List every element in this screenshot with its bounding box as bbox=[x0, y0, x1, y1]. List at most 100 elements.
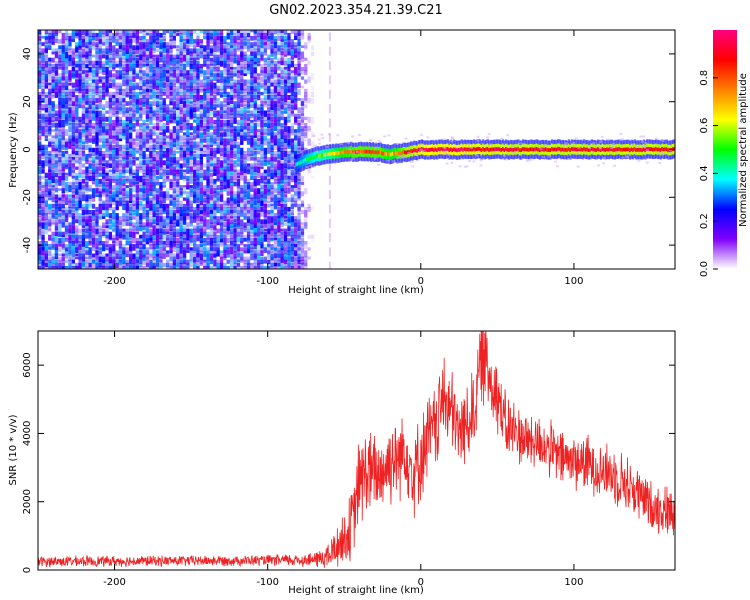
spectrogram-cell bbox=[176, 175, 180, 184]
spectrogram-cell bbox=[139, 48, 143, 56]
spectrogram-cell bbox=[176, 185, 180, 188]
spectrogram-cell bbox=[283, 82, 288, 87]
spectrogram-cell bbox=[105, 144, 109, 149]
spectrogram-cell bbox=[206, 63, 210, 69]
spectrogram-cell bbox=[240, 234, 244, 242]
spectrogram-cell bbox=[139, 36, 143, 41]
spectrogram-cell bbox=[250, 51, 254, 56]
spectrogram-cell bbox=[48, 107, 52, 111]
spectrogram-cell bbox=[179, 262, 183, 269]
spectrogram-cell bbox=[81, 141, 86, 145]
spectrogram-cell bbox=[48, 36, 52, 43]
spectrogram-cell bbox=[230, 126, 234, 134]
spectrogram-cell bbox=[189, 32, 193, 39]
spectrogram-cell bbox=[189, 70, 193, 76]
spectrogram-cell bbox=[172, 113, 176, 120]
spectrogram-cell bbox=[139, 225, 143, 231]
spectrogram-cell bbox=[179, 213, 183, 221]
spectrogram-cell bbox=[64, 206, 69, 215]
spectrogram-cell bbox=[68, 247, 72, 255]
spectrogram-cell bbox=[270, 250, 274, 253]
spectrogram-cell bbox=[125, 101, 129, 106]
spectrogram-cell bbox=[246, 231, 251, 236]
spectrogram-cell bbox=[186, 36, 190, 41]
spectrogram-cell bbox=[213, 45, 217, 52]
spectrogram-cell bbox=[267, 126, 271, 132]
spectrogram-cell bbox=[132, 203, 136, 207]
spectrogram-cell bbox=[91, 129, 96, 135]
spectrogram-cell bbox=[193, 157, 197, 165]
spectrogram-cell bbox=[270, 200, 274, 205]
spectrogram-cell bbox=[243, 203, 247, 209]
spectrogram-cell bbox=[41, 175, 45, 180]
spectrogram-cell bbox=[48, 197, 52, 201]
spectrogram-cell bbox=[64, 244, 69, 249]
spectrogram-cell bbox=[159, 79, 163, 87]
spectrogram-cell bbox=[169, 210, 173, 217]
spectrogram-cell bbox=[162, 210, 166, 215]
spectrogram-cell bbox=[196, 119, 200, 126]
spectrogram-cell bbox=[112, 119, 116, 128]
spectrogram-cell bbox=[149, 116, 153, 120]
spectrogram-cell bbox=[206, 95, 210, 101]
spectrogram-cell bbox=[270, 45, 274, 53]
spectrogram-cell bbox=[267, 144, 271, 149]
spectrogram-cell bbox=[283, 163, 288, 168]
spectrogram-cell bbox=[199, 241, 203, 247]
spectrogram-cell bbox=[91, 30, 96, 33]
spectrogram-cell bbox=[253, 129, 257, 136]
spectrogram-cell bbox=[105, 138, 109, 144]
spectrogram-cell bbox=[152, 147, 156, 152]
spectrogram-cell bbox=[169, 250, 173, 254]
spectrogram-cell bbox=[108, 191, 112, 195]
spectrogram-cell bbox=[219, 30, 224, 35]
spectrogram-cell bbox=[260, 234, 264, 243]
spectrogram-cell bbox=[243, 132, 247, 139]
spectrogram-cell bbox=[85, 178, 89, 186]
spectrogram-cell bbox=[115, 32, 119, 37]
spectrogram-cell bbox=[233, 32, 237, 37]
spectrogram-cell bbox=[162, 219, 166, 227]
spectrogram-cell bbox=[253, 203, 257, 211]
spectrogram-cell bbox=[71, 119, 75, 126]
spectrogram-cell bbox=[246, 132, 251, 137]
spectrogram-cell bbox=[85, 30, 89, 36]
spectrogram-cell bbox=[88, 95, 92, 100]
spectrogram-cell bbox=[283, 250, 288, 255]
spectrogram-cell bbox=[219, 219, 224, 226]
spectrogram-cell bbox=[115, 191, 119, 197]
spectrogram-cell bbox=[81, 191, 86, 198]
spectrogram-cell bbox=[91, 32, 96, 38]
spectrogram-cell bbox=[132, 36, 136, 43]
spectrogram-cell bbox=[51, 169, 55, 176]
spectrogram-cell bbox=[129, 76, 133, 82]
spectrogram-cell bbox=[230, 107, 234, 112]
spectrogram-cell bbox=[253, 175, 257, 184]
spectrogram-cell bbox=[226, 244, 230, 250]
spectrogram-cell bbox=[179, 60, 183, 67]
spectrogram-cell bbox=[193, 250, 197, 254]
spectrogram-cell bbox=[196, 172, 200, 180]
spectrogram-cell bbox=[91, 172, 96, 178]
spectrogram-cell bbox=[58, 135, 62, 142]
spectrogram-cell bbox=[176, 191, 180, 198]
spectrogram-cell bbox=[58, 210, 62, 218]
spectrogram-cell bbox=[253, 160, 257, 165]
spectrogram-cell bbox=[203, 70, 207, 76]
spectrogram-cell bbox=[203, 203, 207, 211]
spectrogram-cell bbox=[139, 259, 143, 264]
spectrogram-cell bbox=[267, 228, 271, 235]
spectrogram-cell bbox=[81, 67, 86, 75]
spectrogram-cell bbox=[61, 88, 65, 93]
spectrogram-cell bbox=[149, 88, 153, 93]
spectrogram-cell bbox=[88, 85, 92, 92]
spectrogram-cell bbox=[75, 138, 79, 144]
spectrogram-cell bbox=[88, 231, 92, 239]
spectrogram-cell bbox=[115, 60, 119, 65]
spectrogram-cell bbox=[68, 60, 72, 67]
spectrogram-cell bbox=[44, 197, 48, 202]
spectrogram-cell bbox=[186, 191, 190, 195]
spectrogram-cell bbox=[257, 76, 261, 80]
spectrogram-cell bbox=[155, 163, 160, 170]
